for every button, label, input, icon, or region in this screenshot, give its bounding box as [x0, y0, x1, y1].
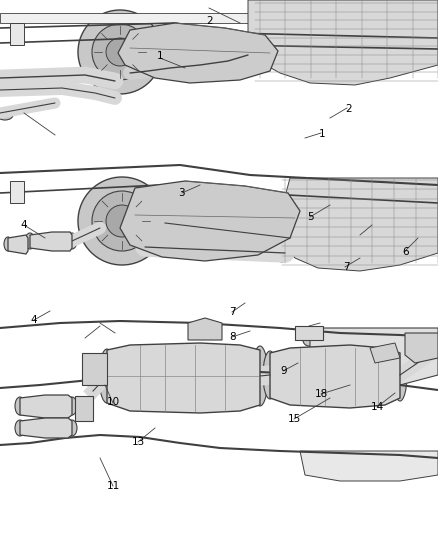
- Text: 1: 1: [156, 51, 163, 61]
- Ellipse shape: [252, 346, 268, 406]
- Text: 11: 11: [106, 481, 120, 491]
- Ellipse shape: [143, 238, 153, 256]
- Polygon shape: [270, 345, 400, 408]
- Circle shape: [408, 219, 416, 227]
- Polygon shape: [20, 418, 72, 438]
- Ellipse shape: [277, 244, 287, 262]
- Circle shape: [303, 334, 315, 346]
- Circle shape: [87, 359, 95, 367]
- Ellipse shape: [18, 78, 38, 90]
- Ellipse shape: [4, 237, 12, 251]
- Polygon shape: [30, 232, 72, 251]
- Circle shape: [405, 216, 419, 230]
- Polygon shape: [20, 395, 72, 418]
- Text: 1: 1: [318, 129, 325, 139]
- Ellipse shape: [14, 76, 42, 92]
- Circle shape: [106, 205, 138, 237]
- Text: 8: 8: [229, 332, 236, 342]
- Bar: [82, 353, 107, 385]
- Circle shape: [78, 10, 162, 94]
- Polygon shape: [370, 343, 400, 363]
- Ellipse shape: [67, 420, 77, 436]
- Polygon shape: [188, 318, 222, 340]
- Circle shape: [92, 24, 148, 80]
- Polygon shape: [8, 235, 28, 254]
- Text: 10: 10: [106, 398, 120, 407]
- Text: 5: 5: [307, 212, 314, 222]
- Circle shape: [354, 339, 362, 347]
- Ellipse shape: [15, 397, 25, 415]
- Circle shape: [92, 191, 152, 251]
- Circle shape: [95, 372, 101, 378]
- Bar: [295, 326, 323, 340]
- Text: 4: 4: [21, 220, 28, 230]
- Text: 4: 4: [31, 315, 38, 325]
- Text: 7: 7: [343, 262, 350, 272]
- Bar: [10, 23, 24, 45]
- Text: 13: 13: [131, 438, 145, 447]
- Text: 15: 15: [288, 415, 301, 424]
- Bar: [75, 396, 93, 421]
- Text: 18: 18: [315, 390, 328, 399]
- Polygon shape: [107, 343, 260, 413]
- Polygon shape: [300, 451, 438, 481]
- Polygon shape: [0, 13, 438, 23]
- Text: 9: 9: [280, 366, 287, 376]
- Ellipse shape: [263, 351, 277, 399]
- Polygon shape: [120, 181, 300, 261]
- Circle shape: [106, 38, 134, 66]
- Ellipse shape: [67, 397, 77, 415]
- Ellipse shape: [0, 110, 13, 120]
- Polygon shape: [118, 23, 278, 83]
- Polygon shape: [248, 0, 438, 85]
- Circle shape: [343, 188, 353, 198]
- Polygon shape: [278, 178, 438, 271]
- Ellipse shape: [25, 233, 35, 249]
- Ellipse shape: [99, 349, 115, 403]
- Circle shape: [78, 177, 166, 265]
- Bar: [10, 181, 24, 203]
- Text: 2: 2: [206, 17, 213, 26]
- Text: 2: 2: [345, 104, 352, 114]
- Circle shape: [199, 322, 211, 334]
- Text: 14: 14: [371, 402, 384, 412]
- Polygon shape: [310, 328, 438, 385]
- Text: 7: 7: [229, 307, 236, 317]
- Circle shape: [350, 335, 366, 351]
- Text: 6: 6: [402, 247, 409, 257]
- Text: 3: 3: [178, 189, 185, 198]
- Ellipse shape: [67, 233, 77, 249]
- Polygon shape: [405, 333, 438, 363]
- Ellipse shape: [15, 420, 25, 436]
- Ellipse shape: [393, 349, 407, 401]
